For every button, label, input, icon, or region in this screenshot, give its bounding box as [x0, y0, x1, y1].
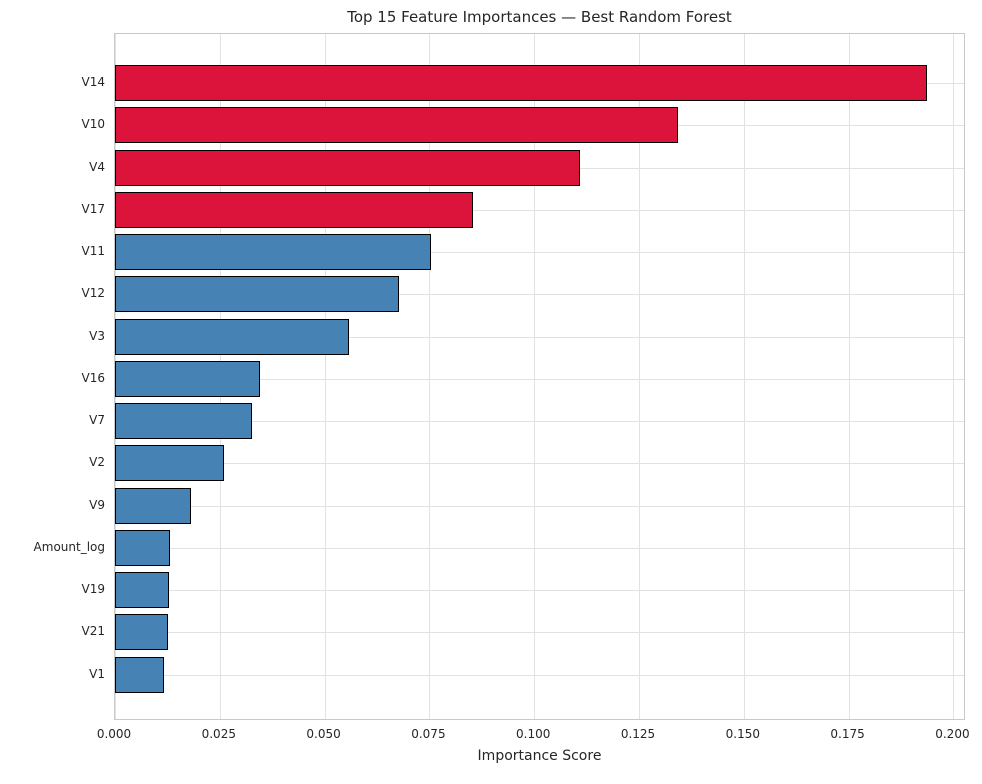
bar-V17 [115, 191, 474, 228]
plot-area [114, 33, 965, 720]
vertical-gridline [534, 34, 536, 719]
horizontal-gridline [115, 674, 964, 676]
horizontal-gridline [115, 632, 964, 634]
bar-V1 [115, 656, 165, 693]
vertical-gridline [953, 34, 955, 719]
horizontal-gridline [115, 294, 964, 296]
y-tick-label-V12: V12 [81, 286, 105, 301]
vertical-gridline [324, 34, 326, 719]
y-tick-label-V11: V11 [81, 244, 105, 259]
bar-V10 [115, 107, 678, 144]
x-tick-label-0.150: 0.150 [725, 727, 760, 741]
bar-V14 [115, 65, 927, 101]
bar-V11 [115, 234, 431, 271]
x-tick-label-0.175: 0.175 [830, 727, 865, 741]
horizontal-gridline [115, 590, 964, 592]
horizontal-gridline [115, 547, 964, 549]
horizontal-gridline [115, 421, 964, 423]
x-tick-label-0.125: 0.125 [620, 727, 656, 741]
vertical-gridline [743, 34, 745, 719]
y-tick-label-V2: V2 [89, 455, 105, 470]
bar-V21 [115, 614, 169, 651]
x-tick-label-0.100: 0.100 [516, 727, 551, 741]
horizontal-gridline [115, 209, 964, 211]
y-tick-label-V16: V16 [81, 370, 105, 385]
y-tick-label-V14: V14 [81, 75, 105, 89]
horizontal-gridline [115, 252, 964, 254]
vertical-gridline [848, 34, 850, 719]
y-tick-label-V19: V19 [81, 582, 105, 597]
x-tick-label-0.075: 0.075 [411, 727, 446, 741]
x-tick-label-0.000: 0.000 [96, 727, 132, 741]
bar-V2 [115, 445, 224, 482]
x-tick-label-0.200: 0.200 [935, 727, 970, 741]
horizontal-gridline [115, 378, 964, 380]
bar-V9 [115, 487, 191, 524]
horizontal-gridline [115, 463, 964, 465]
bar-V19 [115, 572, 170, 609]
horizontal-gridline [115, 336, 964, 338]
bar-Amount_log [115, 529, 171, 566]
x-axis-label: Importance Score [477, 748, 602, 764]
y-tick-label-V9: V9 [89, 497, 105, 512]
y-tick-label-V17: V17 [81, 201, 105, 216]
y-tick-label-V4: V4 [89, 159, 105, 174]
bar-V3 [115, 318, 349, 355]
bar-V7 [115, 403, 253, 440]
chart-title: Top 15 Feature Importances — Best Random… [347, 8, 732, 26]
bar-V4 [115, 149, 580, 186]
bar-V16 [115, 360, 261, 397]
vertical-gridline [639, 34, 640, 719]
y-tick-label-V10: V10 [81, 117, 105, 132]
y-tick-label-V21: V21 [81, 624, 105, 639]
bar-V12 [115, 276, 400, 313]
x-tick-label-0.050: 0.050 [306, 727, 341, 741]
x-tick-label-0.025: 0.025 [201, 727, 236, 741]
y-tick-label-Amount_log: Amount_log [33, 539, 105, 554]
y-tick-label-V7: V7 [89, 413, 105, 428]
horizontal-gridline [115, 505, 964, 507]
vertical-gridline [429, 34, 431, 719]
y-tick-label-V1: V1 [89, 666, 105, 681]
y-tick-label-V3: V3 [89, 328, 105, 343]
